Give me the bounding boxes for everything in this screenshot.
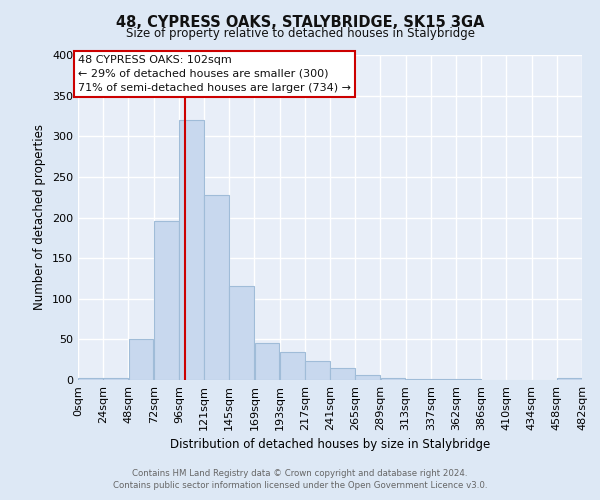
Bar [456, 379, 481, 380]
Bar [305, 360, 330, 380]
Bar [254, 344, 280, 380]
Bar [330, 368, 355, 380]
Bar [179, 120, 204, 380]
Bar [406, 379, 431, 380]
Text: Size of property relative to detached houses in Stalybridge: Size of property relative to detached ho… [125, 28, 475, 40]
Text: 48, CYPRESS OAKS, STALYBRIDGE, SK15 3GA: 48, CYPRESS OAKS, STALYBRIDGE, SK15 3GA [116, 15, 484, 30]
X-axis label: Distribution of detached houses by size in Stalybridge: Distribution of detached houses by size … [170, 438, 490, 452]
Bar [355, 375, 380, 380]
Bar [431, 379, 456, 380]
Bar [103, 378, 128, 380]
Bar [380, 378, 406, 380]
Text: Contains HM Land Registry data © Crown copyright and database right 2024.
Contai: Contains HM Land Registry data © Crown c… [113, 468, 487, 490]
Bar [204, 194, 229, 380]
Bar [280, 352, 305, 380]
Bar [229, 286, 254, 380]
Bar [154, 221, 179, 380]
Bar [128, 338, 154, 380]
Text: 48 CYPRESS OAKS: 102sqm
← 29% of detached houses are smaller (300)
71% of semi-d: 48 CYPRESS OAKS: 102sqm ← 29% of detache… [78, 55, 351, 93]
Bar [78, 378, 103, 380]
Bar [557, 378, 582, 380]
Y-axis label: Number of detached properties: Number of detached properties [34, 124, 46, 310]
